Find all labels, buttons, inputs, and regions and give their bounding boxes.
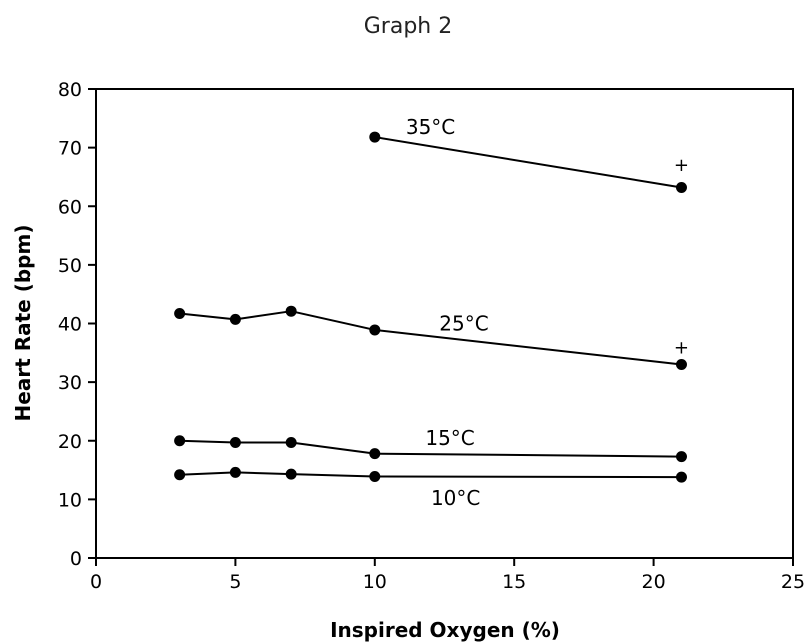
x-axis: 0 5 10 15 20 25: [90, 558, 805, 593]
y-axis-title: Heart Rate (bpm): [11, 225, 35, 422]
series-line: [179, 471, 682, 479]
data-point: [369, 471, 381, 483]
series-group: 35°C 25°C 15°C 10°C + +: [174, 115, 689, 510]
data-point: [369, 448, 381, 460]
series-label: 15°C: [425, 426, 474, 450]
x-tick-label: 15: [502, 571, 526, 593]
y-tick-label: 40: [58, 314, 82, 336]
data-point: [285, 437, 297, 449]
x-tick-label: 5: [229, 571, 241, 593]
series-label: 25°C: [439, 312, 488, 336]
data-point: [229, 313, 241, 325]
y-tick-label: 20: [58, 431, 82, 453]
x-axis-title: Inspired Oxygen (%): [330, 618, 560, 642]
plus-marker: +: [674, 338, 689, 359]
y-tick-label: 0: [70, 548, 82, 570]
data-point: [369, 131, 381, 143]
y-tick-label: 10: [58, 489, 82, 511]
series-label: 10°C: [431, 486, 480, 510]
y-tick-label: 30: [58, 372, 82, 394]
data-point: [675, 181, 687, 193]
data-point: [174, 308, 186, 320]
y-tick-label: 80: [58, 79, 82, 101]
series-label: 35°C: [406, 115, 455, 139]
data-point: [369, 324, 381, 336]
x-tick-label: 10: [363, 571, 387, 593]
data-point: [285, 468, 297, 480]
chart-title: Graph 2: [364, 14, 452, 39]
series-line: [374, 136, 682, 189]
y-tick-label: 60: [58, 196, 82, 218]
data-point: [675, 471, 687, 483]
x-tick-label: 25: [781, 571, 805, 593]
x-tick-label: 20: [642, 571, 666, 593]
data-point: [229, 437, 241, 449]
data-point: [675, 359, 687, 371]
data-point: [174, 469, 186, 481]
plus-marker: +: [674, 155, 689, 176]
series-line: [179, 310, 682, 366]
y-tick-label: 70: [58, 138, 82, 160]
y-tick-label: 50: [58, 255, 82, 277]
y-axis: 0 10 20 30 40 50 60 70 80: [58, 79, 96, 570]
data-point: [229, 466, 241, 478]
data-point: [675, 451, 687, 463]
x-tick-label: 0: [90, 571, 102, 593]
data-point: [174, 435, 186, 447]
data-point: [285, 305, 297, 317]
